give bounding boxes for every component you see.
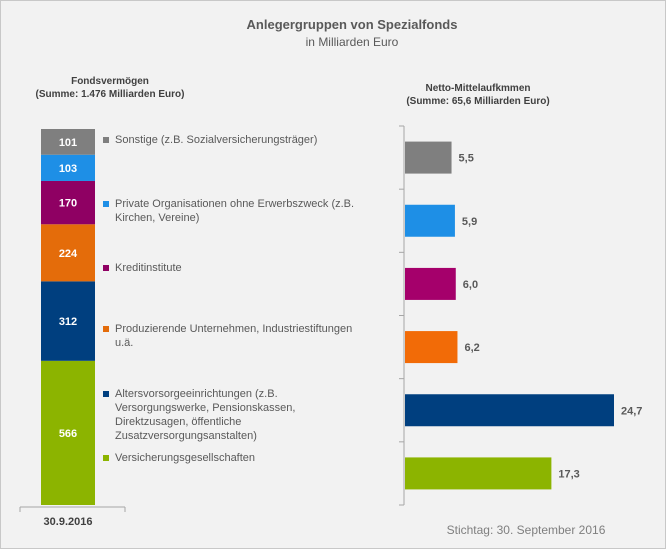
chart-title: Anlegergruppen von Spezialfonds (247, 17, 458, 32)
hbar-0 (405, 141, 452, 174)
stack-segment-label-0: 566 (59, 428, 77, 440)
hbar-value-label-1: 5,9 (462, 216, 477, 228)
legend-label-4-0: Private Organisationen ohne Erwerbszweck… (115, 198, 354, 210)
stack-segment-label-3: 170 (59, 198, 77, 210)
legend-label-2-1: u.ä. (115, 337, 133, 349)
chart-subtitle: in Milliarden Euro (306, 35, 399, 49)
right-header-line2: (Summe: 65,6 Milliarden Euro) (406, 96, 549, 107)
stack-segment-5 (41, 129, 95, 155)
right-header-line1: Netto-Mittelaufkmmen (425, 83, 530, 94)
hbar-value-label-4: 24,7 (621, 405, 642, 417)
legend-swatch-2 (103, 326, 109, 332)
stack-segment-label-5: 101 (59, 137, 77, 149)
hbar-5 (405, 457, 552, 490)
legend-swatch-4 (103, 201, 109, 207)
hbar-4 (405, 394, 614, 427)
left-header-line2: (Summe: 1.476 Milliarden Euro) (36, 89, 185, 100)
stack-segment-label-4: 103 (59, 163, 77, 175)
horizontal-bar-chart: 5,5 5,9 6,0 6,2 24,7 17,3 (399, 125, 642, 506)
hbar-2 (405, 267, 456, 300)
left-category-label: 30.9.2016 (44, 516, 93, 528)
legend-label-1-2: Direktzusagen, öffentliche (115, 416, 241, 428)
legend-label-2-0: Produzierende Unternehmen, Industriestif… (115, 323, 352, 335)
hbar-value-label-5: 17,3 (558, 468, 579, 480)
hbar-value-label-0: 5,5 (459, 153, 474, 165)
legend-label-3-0: Kreditinstitute (115, 262, 182, 274)
hbar-value-label-2: 6,0 (463, 279, 478, 291)
legend-swatch-5 (103, 137, 109, 143)
legend-swatch-0 (103, 455, 109, 461)
footnote: Stichtag: 30. September 2016 (447, 523, 606, 537)
legend-swatch-1 (103, 391, 109, 397)
legend-label-1-1: Versorgungswerke, Pensionskassen, (115, 402, 295, 414)
stack-segment-label-1: 312 (59, 316, 77, 328)
hbar-value-label-3: 6,2 (464, 342, 479, 354)
legend-label-1-3: Zusatzversorgungsanstalten) (115, 430, 257, 442)
hbar-3 (405, 331, 458, 364)
stack-segment-1 (41, 281, 95, 361)
legend-label-5-0: Sonstige (z.B. Sozialversicherungsträger… (115, 134, 317, 146)
stack-segment-label-2: 224 (59, 248, 78, 260)
legend-label-4-1: Kirchen, Vereine) (115, 212, 199, 224)
stacked-bar: 566 312 224 170 103 101 (41, 129, 95, 505)
legend-swatch-3 (103, 265, 109, 271)
stack-segment-3 (41, 180, 95, 225)
hbar-1 (405, 204, 455, 237)
legend-label-0-0: Versicherungsgesellschaften (115, 452, 255, 464)
stack-segment-0 (41, 360, 95, 505)
left-header-line1: Fondsvermögen (71, 76, 149, 87)
stack-segment-2 (41, 224, 95, 282)
legend: Versicherungsgesellschaften Altersvorsorg… (103, 134, 354, 464)
legend-label-1-0: Altersvorsorgeeinrichtungen (z.B. (115, 388, 278, 400)
stack-segment-4 (41, 154, 95, 181)
